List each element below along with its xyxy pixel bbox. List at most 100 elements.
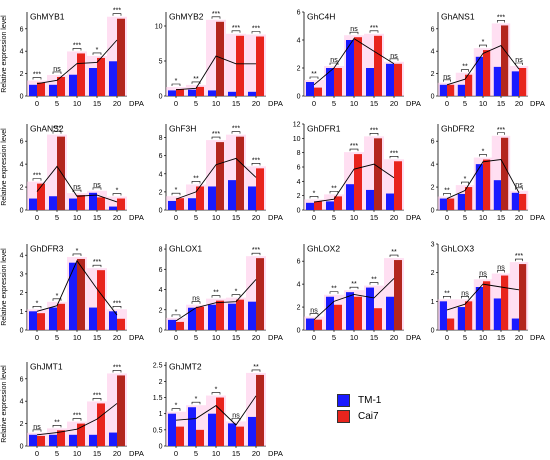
y-tick-label: 5 (159, 59, 163, 66)
x-tick-label: 20 (515, 333, 523, 342)
bar-cai7 (501, 137, 509, 210)
x-axis-unit: DPA (268, 213, 283, 222)
x-tick-label: 15 (370, 99, 378, 108)
y-tick-label: 0 (431, 208, 435, 215)
bar-tm1 (511, 318, 519, 330)
y-tick-label: 1 (431, 299, 435, 306)
bar-cai7 (374, 35, 382, 96)
bar-tm1 (326, 68, 334, 96)
x-tick-label: 10 (350, 99, 358, 108)
panel-title: GhLOX3 (441, 243, 474, 253)
significance-label: *** (53, 126, 61, 133)
x-tick-label: 20 (390, 99, 398, 108)
significance-label: ns (515, 182, 523, 189)
significance-bracket (329, 191, 339, 194)
bar-cai7 (196, 429, 204, 446)
bar-tm1 (248, 91, 256, 96)
significance-label: * (175, 187, 178, 194)
significance-bracket (251, 163, 261, 166)
significance-label: *** (232, 25, 240, 32)
significance-bracket (112, 370, 122, 373)
y-tick-label: 2 (297, 305, 301, 312)
significance-label: ** (351, 281, 357, 288)
y-tick-label: 2 (297, 66, 301, 73)
bar-tm1 (29, 84, 37, 96)
significance-bracket (369, 282, 379, 285)
panel-ghjmt1: GhJMT1 0 2 4 6 Relative expression level 0 ns 5 *… (1, 361, 144, 458)
bar-tm1 (366, 68, 374, 96)
y-tick-label: 10 (293, 136, 301, 143)
y-tick-label: 6 (431, 26, 435, 33)
x-tick-label: 15 (497, 213, 505, 222)
significance-label: ns (53, 66, 61, 73)
bar-tm1 (49, 307, 57, 330)
bar-cai7 (117, 18, 125, 96)
y-axis-label: Relative expression level (1, 128, 8, 206)
significance-bracket (92, 187, 102, 190)
significance-bracket (461, 296, 469, 299)
y-tick-label: 4 (297, 282, 301, 289)
significance-bracket (191, 301, 201, 304)
bar-cai7 (176, 426, 184, 446)
bar-tm1 (326, 296, 334, 330)
significance-bracket (479, 154, 487, 157)
panel-title: GhANS1 (441, 11, 475, 21)
significance-label: *** (212, 131, 220, 138)
y-tick-label: 6 (297, 10, 301, 17)
y-tick-label: 6 (297, 259, 301, 266)
x-tick-label: 5 (332, 99, 336, 108)
bar-cai7 (77, 195, 85, 210)
significance-label: *** (33, 72, 41, 79)
significance-bracket (32, 429, 42, 432)
significance-bracket (191, 401, 201, 405)
bar-cai7 (37, 82, 45, 96)
bar-cai7 (394, 161, 402, 210)
panel-title: GhF3H (169, 123, 196, 133)
legend-swatch-cai7 (337, 409, 350, 423)
significance-bracket (497, 132, 505, 135)
significance-bracket (72, 253, 82, 256)
x-axis-unit: DPA (406, 213, 421, 222)
panel-title: GhJMT1 (30, 361, 63, 371)
significance-bracket (349, 286, 359, 290)
x-tick-label: 0 (174, 333, 178, 342)
significance-label: * (482, 149, 485, 156)
bar-cai7 (314, 201, 322, 210)
bar-cai7 (57, 136, 65, 210)
significance-label: ns (390, 53, 398, 60)
significance-label: ns (497, 265, 505, 272)
bar-cai7 (334, 68, 342, 96)
x-tick-label: 5 (463, 99, 467, 108)
bar-tm1 (208, 304, 216, 330)
bar-tm1 (386, 63, 394, 96)
significance-label: * (116, 188, 119, 195)
bar-tm1 (457, 307, 465, 330)
x-tick-label: 20 (252, 449, 260, 458)
x-axis-unit: DPA (530, 333, 545, 342)
significance-bracket (251, 31, 261, 34)
y-tick-label: 2 (431, 185, 435, 192)
y-tick-label: 10 (155, 24, 163, 31)
panel-ghc4h: GhC4H 0 2 4 6 0 ** 5 ns 10 ns 15 *** 20 ns DPA (297, 10, 421, 109)
y-tick-label: 8 (297, 150, 301, 157)
bar-tm1 (208, 413, 216, 446)
bar-tm1 (89, 307, 97, 330)
significance-bracket (112, 306, 122, 309)
bar-tm1 (493, 298, 501, 330)
significance-label: * (235, 289, 238, 296)
significance-label: ns (192, 296, 200, 303)
significance-bracket (92, 398, 102, 401)
x-tick-label: 5 (55, 213, 59, 222)
panel-ghf3h: GhF3H 0 2 4 6 8 0 * 5 ** 10 *** 15 *** 20 *** DPA (159, 123, 283, 222)
y-tick-label: 4 (20, 49, 24, 56)
y-tick-label: 2 (20, 185, 24, 192)
x-tick-label: 0 (312, 213, 316, 222)
bar-cai7 (57, 76, 65, 96)
panel-title: GhANS2 (30, 123, 64, 133)
x-tick-label: 0 (445, 213, 449, 222)
panel-ghdfr3: GhDFR3 0 1 2 3 4 Relative expression level 0 * 5 *… (1, 243, 144, 342)
significance-label: *** (212, 11, 220, 18)
significance-label: ** (331, 286, 337, 293)
significance-label: *** (252, 26, 260, 33)
x-tick-label: 0 (35, 213, 39, 222)
